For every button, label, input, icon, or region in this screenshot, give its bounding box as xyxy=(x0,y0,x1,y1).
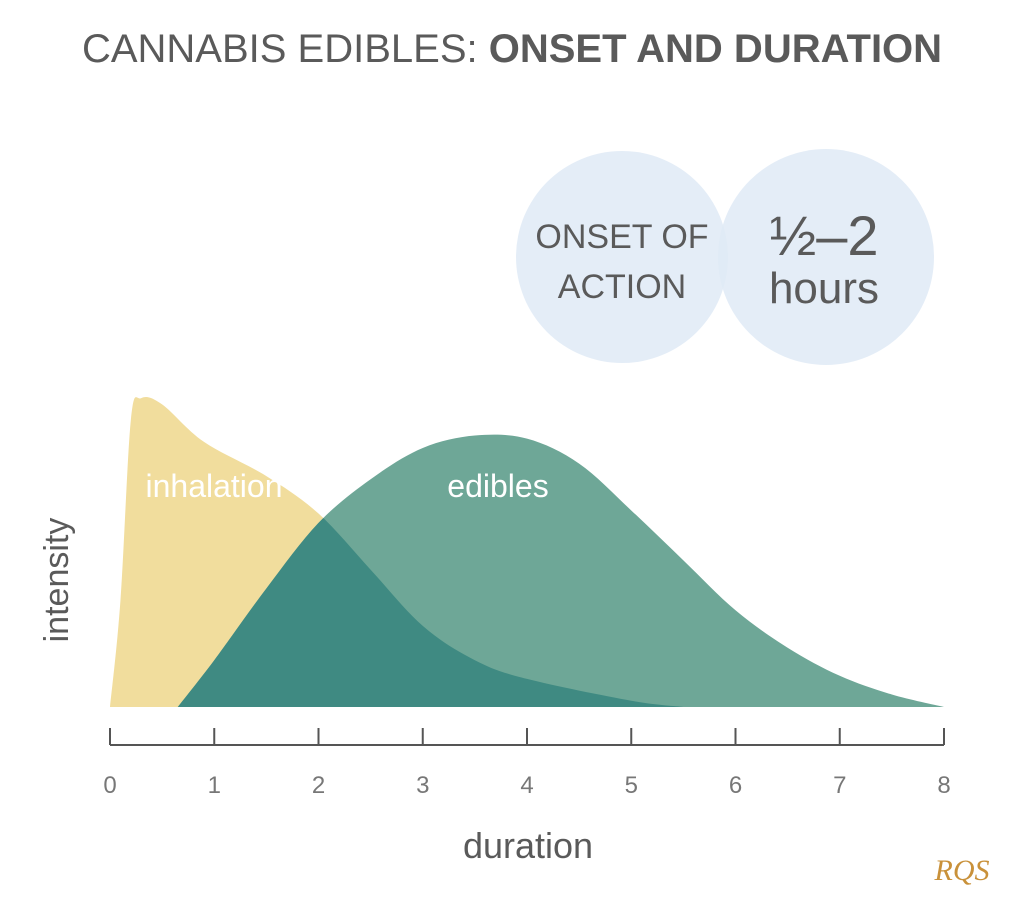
callout-circle xyxy=(516,151,728,363)
x-tick-label: 8 xyxy=(937,772,950,799)
x-tick-label: 1 xyxy=(208,772,221,799)
y-axis-label: intensity xyxy=(38,518,76,643)
x-tick-label: 0 xyxy=(103,772,116,799)
series-label: inhalation xyxy=(146,468,283,504)
callout-text: ½–2 xyxy=(770,204,879,267)
x-tick-label: 6 xyxy=(729,772,742,799)
title-bold: ONSET AND DURATION xyxy=(489,27,942,71)
plot-area: inhalation edibles 0 1 2 3 4 5 6 7 8 xyxy=(103,396,951,799)
callout-text: hours xyxy=(769,264,879,313)
x-tick-label: 3 xyxy=(416,772,429,799)
logo: RQS xyxy=(934,854,990,887)
x-axis-label: duration xyxy=(463,825,593,866)
x-tick-label: 7 xyxy=(833,772,846,799)
callout-circle xyxy=(718,149,934,365)
chart-title: CANNABIS EDIBLES: ONSET AND DURATION xyxy=(82,27,942,71)
callout-text: ACTION xyxy=(558,268,686,306)
x-tick-label: 5 xyxy=(625,772,638,799)
x-tick-label: 2 xyxy=(312,772,325,799)
x-tick-label: 4 xyxy=(520,772,533,799)
callout-text: ONSET OF xyxy=(535,218,708,256)
title-regular: CANNABIS EDIBLES: xyxy=(82,27,489,71)
series-label: edibles xyxy=(447,468,548,504)
